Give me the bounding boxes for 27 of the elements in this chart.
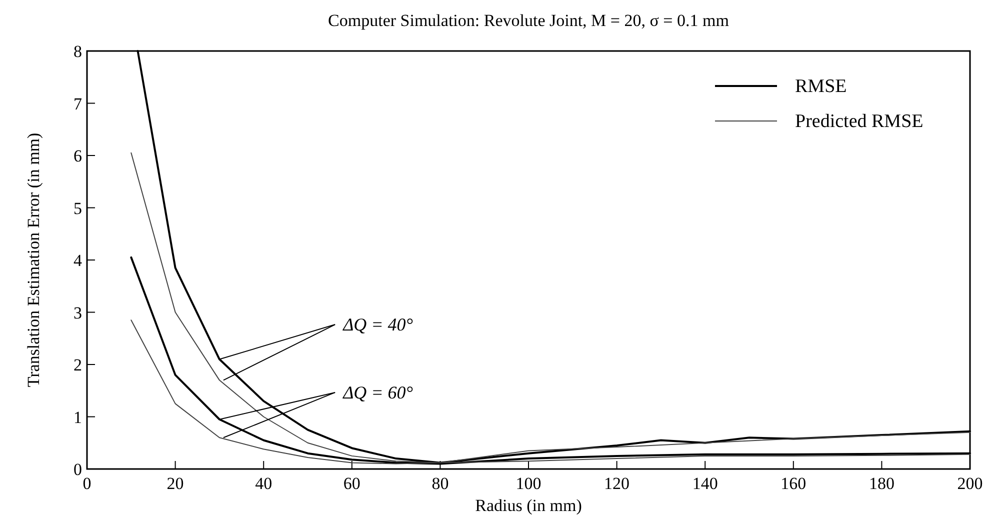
annotation: ΔQ = 60° — [342, 382, 413, 402]
x-axis-title: Radius (in mm) — [475, 496, 582, 515]
y-axis-title: Translation Estimation Error (in mm) — [24, 132, 43, 388]
x-tick-label: 40 — [255, 474, 272, 493]
y-tick-label: 4 — [74, 251, 82, 270]
legend-label: RMSE — [795, 76, 847, 97]
x-tick-label: 180 — [868, 474, 894, 493]
x-tick-label: 200 — [957, 474, 983, 493]
y-tick-label: 3 — [74, 303, 82, 322]
x-tick-label: 120 — [604, 474, 630, 493]
x-tick-label: 160 — [780, 474, 806, 493]
y-tick-label: 1 — [74, 408, 82, 427]
x-tick-label: 140 — [692, 474, 718, 493]
y-tick-label: 5 — [74, 198, 82, 218]
x-tick-label: 60 — [343, 474, 360, 493]
x-tick-label: 80 — [432, 474, 449, 493]
y-tick-label: 6 — [74, 146, 82, 166]
x-tick-label: 20 — [166, 474, 184, 493]
y-tick-label: 0 — [74, 460, 82, 479]
line-series — [130, 152, 970, 464]
y-tick-label: 8 — [74, 42, 82, 61]
chart-title: Computer Simulation: Revolute Joint, M = 20, σ = 0.1 mm — [328, 11, 729, 30]
annotation: ΔQ = 40° — [342, 314, 413, 335]
y-tick-label: 2 — [74, 356, 82, 374]
x-tick-label: 100 — [516, 474, 542, 493]
y-tick-label: 7 — [74, 94, 82, 114]
legend-label: Predicted RMSE — [795, 111, 924, 132]
